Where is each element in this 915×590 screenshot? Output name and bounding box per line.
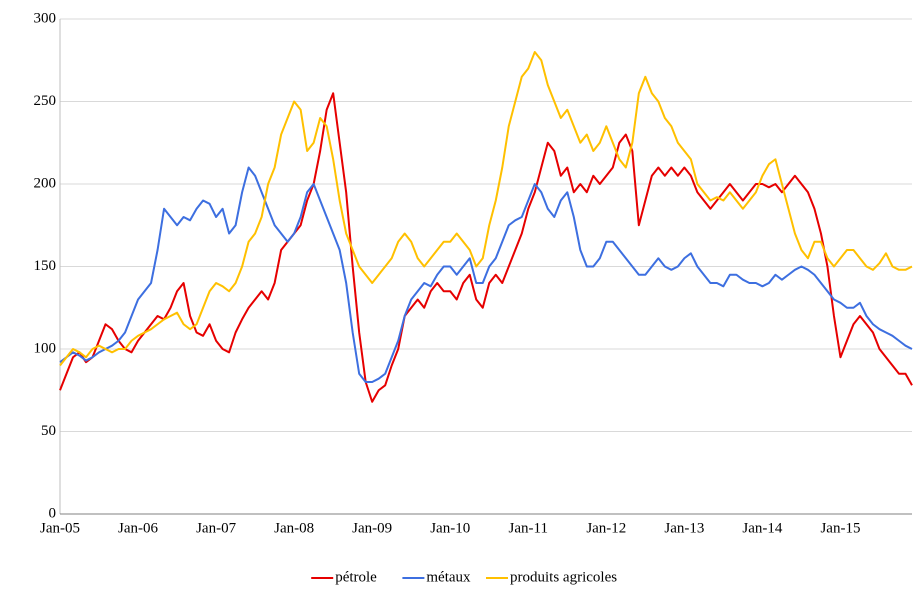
y-tick-label: 100	[34, 340, 57, 356]
y-tick-label: 50	[41, 423, 56, 439]
x-tick-label: Jan-08	[274, 520, 314, 536]
x-tick-label: Jan-10	[430, 520, 470, 536]
x-tick-label: Jan-09	[352, 520, 392, 536]
legend-label: pétrole	[335, 569, 377, 585]
x-tick-label: Jan-14	[742, 520, 782, 536]
legend-label: métaux	[426, 569, 471, 585]
series-line	[59, 92, 913, 403]
x-tick-label: Jan-07	[196, 520, 236, 536]
y-tick-label: 200	[34, 175, 57, 191]
x-tick-label: Jan-11	[509, 520, 548, 536]
x-tick-label: Jan-05	[40, 520, 80, 536]
y-tick-label: 300	[34, 10, 57, 26]
series-line	[59, 166, 913, 383]
y-tick-label: 250	[34, 93, 57, 109]
series-line	[59, 51, 913, 367]
y-tick-label: 0	[49, 505, 57, 521]
x-tick-label: Jan-12	[586, 520, 626, 536]
x-tick-label: Jan-13	[664, 520, 704, 536]
x-tick-label: Jan-15	[820, 520, 860, 536]
y-tick-label: 150	[34, 258, 57, 274]
legend-label: produits agricoles	[510, 569, 617, 585]
x-tick-label: Jan-06	[118, 520, 158, 536]
